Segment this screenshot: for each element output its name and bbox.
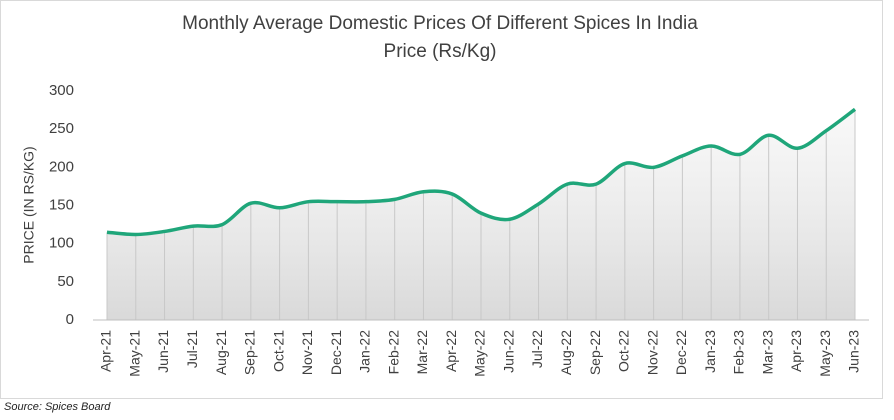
x-tick-label: Jul-22 bbox=[529, 330, 545, 368]
y-axis-label: PRICE (IN RS/KG) bbox=[21, 146, 37, 263]
x-tick-label: Feb-22 bbox=[385, 330, 401, 375]
x-tick-label: Apr-21 bbox=[98, 330, 114, 372]
x-tick-label: Aug-21 bbox=[213, 330, 229, 375]
y-tick-label: 50 bbox=[57, 273, 74, 290]
y-tick-label: 100 bbox=[49, 235, 74, 252]
x-tick-label: Jun-21 bbox=[155, 330, 171, 373]
x-tick-label: Oct-21 bbox=[270, 330, 286, 372]
x-tick-label: Dec-22 bbox=[673, 330, 689, 375]
x-tick-label: Nov-21 bbox=[299, 330, 315, 375]
x-tick-label: Apr-23 bbox=[788, 330, 804, 372]
chart: Monthly Average Domestic Prices Of Diffe… bbox=[0, 0, 883, 399]
x-tick-label: Feb-23 bbox=[731, 330, 747, 375]
x-tick-label: Sep-21 bbox=[242, 330, 258, 375]
x-tick-label: Apr-22 bbox=[443, 330, 459, 372]
y-tick-label: 250 bbox=[49, 120, 74, 137]
x-tick-label: Aug-22 bbox=[558, 330, 574, 375]
chart-title: Monthly Average Domestic Prices Of Diffe… bbox=[182, 13, 698, 34]
x-tick-label: Jul-21 bbox=[184, 330, 200, 368]
x-tick-label: Jan-22 bbox=[357, 330, 373, 373]
y-tick-label: 150 bbox=[49, 196, 74, 213]
x-tick-label: Dec-21 bbox=[328, 330, 344, 375]
x-tick-label: Nov-22 bbox=[644, 330, 660, 375]
x-tick-label: Jun-23 bbox=[846, 330, 862, 373]
y-tick-label: 0 bbox=[66, 311, 74, 328]
x-tick-label: May-21 bbox=[126, 330, 142, 377]
x-tick-label: Sep-22 bbox=[587, 330, 603, 375]
x-tick-label: Oct-22 bbox=[616, 330, 632, 372]
x-tick-label: May-22 bbox=[472, 330, 488, 377]
y-tick-label: 200 bbox=[49, 158, 74, 175]
x-tick-label: Jun-22 bbox=[500, 330, 516, 373]
x-tick-label: Mar-23 bbox=[759, 330, 775, 375]
x-tick-label: Jan-23 bbox=[702, 330, 718, 373]
chart-subtitle: Price (Rs/Kg) bbox=[384, 41, 497, 62]
y-tick-label: 300 bbox=[49, 82, 74, 99]
line bbox=[106, 107, 857, 237]
x-tick-label: Mar-22 bbox=[414, 330, 430, 375]
x-tick-label: May-23 bbox=[817, 330, 833, 377]
source-note: Source: Spices Board bbox=[4, 401, 111, 413]
